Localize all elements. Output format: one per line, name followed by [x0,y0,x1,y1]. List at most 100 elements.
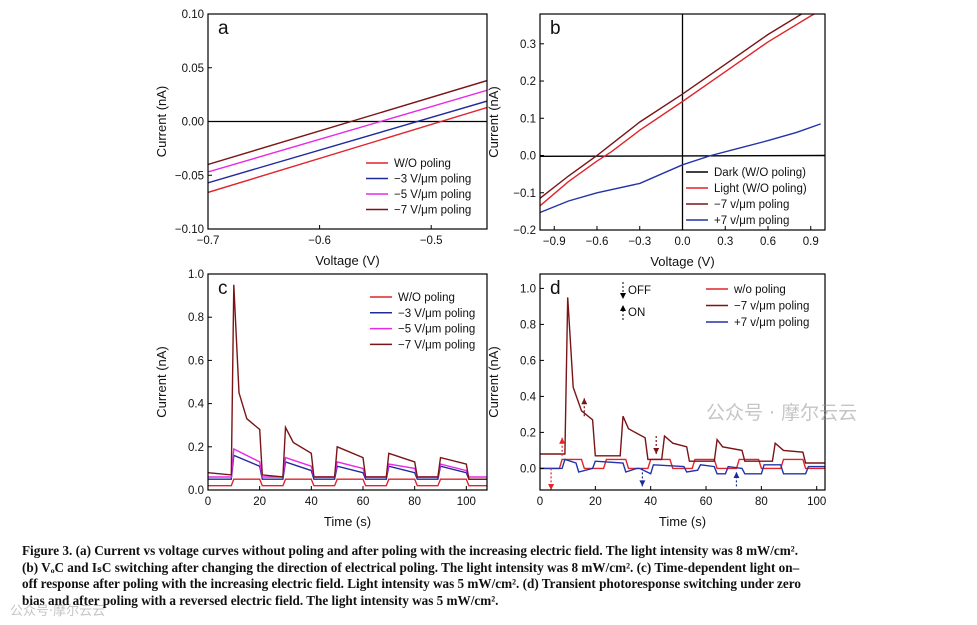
watermark-right: 公众号 · 摩尔云云 [706,402,858,424]
x-tick-label: 40 [644,496,657,508]
x-tick-label: 0.9 [803,236,819,248]
x-tick-label: −0.5 [420,235,443,247]
x-tick-label: 0.6 [760,236,776,248]
switch-arrow-head [548,484,555,490]
y-tick-label: 1.0 [520,283,536,295]
caption-line-4: bias and after poling with a reversed el… [22,592,499,608]
figure-caption: Figure 3. (a) Current vs voltage curves … [22,543,962,609]
x-tick-label: −0.9 [543,236,566,248]
legend-label: Light (W/O poling) [714,183,807,195]
x-tick-label: 0 [205,496,211,508]
y-axis-label: Current (nA) [486,86,501,158]
x-tick-label: −0.6 [586,236,609,248]
plot-frame [539,273,826,491]
series-line [540,458,825,470]
y-tick-label: 0.0 [188,485,204,497]
caption-line-2: (b) VₒC and IₛC switching after changing… [22,559,800,575]
legend-label: −5 V/μm poling [394,189,471,201]
x-tick-label: −0.7 [197,235,220,247]
series-line [208,100,487,184]
x-tick-label: 0.0 [675,236,691,248]
legend-label: +7 v/μm poling [714,215,789,227]
y-tick-label: 0.2 [520,427,536,439]
plot-frame [207,273,488,491]
x-tick-label: 0.3 [717,236,733,248]
y-tick-label: 0.10 [182,9,204,21]
series-line [208,284,487,480]
y-axis-label: Current (nA) [154,86,169,158]
legend-label: −7 V/μm poling [394,205,471,217]
switch-arrow-head [733,472,740,478]
y-tick-label: 0.2 [520,76,536,88]
series-line [208,106,487,194]
panel-label: d [550,278,561,299]
x-tick-label: 40 [305,496,318,508]
legend-label: W/O poling [394,158,451,170]
on-label: ON [628,307,645,319]
switch-arrow-head [581,398,588,405]
panel-a: −0.7 −0.6 −0.5 −0.10 −0.05 0.00 0.05 0.10 Voltag… [154,9,488,268]
legend-label: W/O poling [398,292,455,304]
series-line [208,89,487,173]
y-tick-label: 0.6 [520,355,536,367]
figure-3-panels: −0.7 −0.6 −0.5−0.10−0.050.000.050.10Voltag… [154,9,826,529]
x-tick-label: 60 [700,496,713,508]
x-tick-label: −0.3 [628,236,651,248]
switch-arrow-head [653,448,660,454]
series-line [540,123,821,214]
x-tick-label: 0 [537,496,543,508]
y-tick-label: 0.4 [520,391,537,403]
series-line [540,154,825,158]
series-line [208,79,487,166]
series-line [208,447,487,478]
y-tick-label: 0.0 [520,463,536,475]
off-label: OFF [628,285,651,297]
y-tick-label: 0.1 [520,113,536,125]
y-tick-label: −0.1 [513,188,536,200]
legend-label: +7 v/μm poling [734,317,809,329]
series-line [208,478,487,487]
panel-label: a [218,18,229,39]
legend-label: −7 V/μm poling [398,339,475,351]
caption-line-1: Figure 3. (a) Current vs voltage curves … [22,543,798,558]
y-tick-label: 1.0 [188,269,204,281]
legend-label: Dark (W/O poling) [714,167,806,179]
x-axis-label: Time (s) [324,514,371,529]
panel-c: 0 20 40 60 80 100 0.0 0.2 0.4 0.6 0.8 1.0 Time (s) Cu… [154,269,488,529]
panel-label: b [550,18,561,39]
x-axis-label: Voltage (V) [315,253,379,268]
on-arrow-head [620,305,626,311]
y-tick-label: −0.05 [175,170,204,182]
panel-label: c [218,278,228,299]
x-tick-label: 100 [807,496,826,508]
caption-line-3: off response after poling with the incre… [22,576,801,591]
legend-label: −5 V/μm poling [398,324,475,336]
y-tick-label: 0.0 [520,151,536,163]
x-tick-label: 100 [457,496,476,508]
y-tick-label: 0.3 [520,39,536,51]
y-tick-label: 0.4 [188,399,205,411]
series-line [540,14,803,199]
watermark-left: 公众号·摩尔云云 [10,604,106,619]
y-tick-label: 0.05 [182,63,204,75]
y-axis-label: Current (nA) [154,346,169,418]
y-tick-label: 0.8 [188,312,204,324]
y-tick-label: −0.10 [175,224,204,236]
y-tick-label: 0.2 [188,442,204,454]
x-tick-label: −0.6 [308,235,331,247]
off-arrow-head [620,293,626,299]
x-tick-label: 80 [408,496,421,508]
legend-label: −3 V/μm poling [398,308,475,320]
legend-label: −7 v/μm poling [714,199,789,211]
x-tick-label: 20 [253,496,266,508]
series-line [540,458,825,475]
y-tick-label: 0.00 [182,117,204,129]
y-tick-label: 0.8 [520,319,536,331]
series-line [540,14,816,207]
x-tick-label: 20 [589,496,602,508]
y-tick-label: 0.6 [188,355,204,367]
y-tick-label: −0.2 [513,225,536,237]
x-tick-label: 60 [357,496,370,508]
switch-arrow-head [639,480,646,487]
legend-label: w/o poling [733,284,786,296]
